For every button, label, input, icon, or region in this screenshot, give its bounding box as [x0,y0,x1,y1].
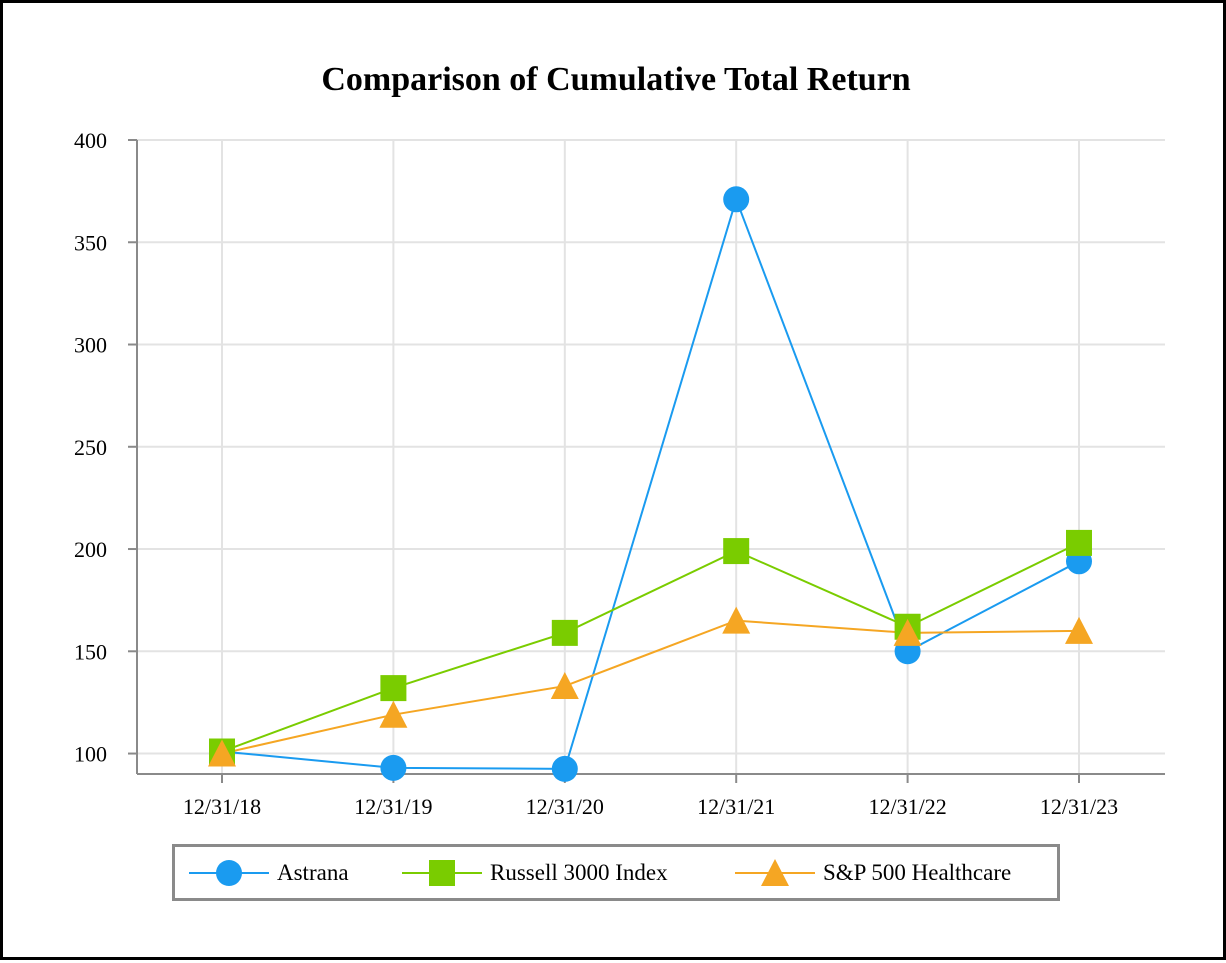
data-point-s1-5 [1066,529,1092,556]
data-point-s0-1 [380,754,407,781]
y-tick-label-250: 250 [74,435,107,460]
series-line-2 [221,619,1080,755]
data-point-s1-1 [380,675,407,702]
data-point-s2-2 [550,672,579,700]
chart-plot-area: 100 150 200 250 300 350 400 12/31/18 12/31/19 12/… [74,128,1165,819]
data-point-s1-3 [723,538,750,565]
x-tick-label-3: 12/31/21 [697,794,775,819]
legend-marker-russell-3000 [402,859,482,886]
x-tick-label-1: 12/31/19 [354,794,432,819]
data-point-s2-1 [379,700,408,728]
data-point-s2-4 [893,618,922,646]
y-tick-label-150: 150 [74,639,107,664]
legend-item-sp500-healthcare: S&P 500 Healthcare [735,847,1011,898]
legend-item-russell-3000: Russell 3000 Index [402,847,668,898]
x-tick-label-0: 12/31/18 [183,794,261,819]
data-point-s0-2 [551,755,578,782]
legend-label-astrana: Astrana [277,859,349,885]
legend-label-russell-3000: Russell 3000 Index [490,859,668,885]
legend-label-sp500-healthcare: S&P 500 Healthcare [823,859,1012,885]
legend-item-astrana: Astrana [189,847,349,898]
legend-marker-sp500-healthcare [735,858,815,886]
y-tick-label-350: 350 [74,230,107,255]
data-point-s1-2 [551,619,578,646]
x-tick-label-4: 12/31/22 [868,794,946,819]
chart-title: Comparison of Cumulative Total Return [321,61,911,98]
series-line-1 [221,541,1080,753]
data-point-s2-5 [1065,616,1093,644]
chart-legend: Astrana Russell 3000 Index S&P 500 Healt… [172,844,1060,901]
data-point-s0-3 [723,186,750,213]
series-line-0 [221,196,1080,770]
y-tick-label-300: 300 [74,333,107,358]
x-tick-label-5: 12/31/23 [1040,794,1118,819]
data-point-s2-0 [208,739,236,767]
y-tick-label-400: 400 [74,128,107,153]
y-tick-label-100: 100 [74,742,107,767]
y-tick-label-200: 200 [74,537,107,562]
legend-marker-astrana [189,859,269,886]
data-point-s2-3 [722,606,751,634]
x-tick-label-2: 12/31/20 [526,794,604,819]
